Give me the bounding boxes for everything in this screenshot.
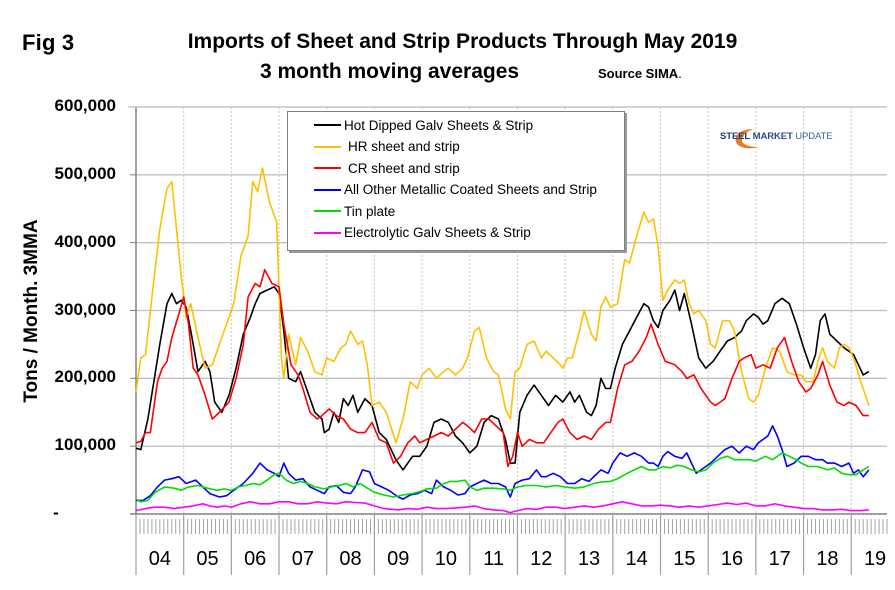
y-tick-label: 400,000 [54,231,116,251]
series-line-hot-dipped-galv-sheets-strip [135,286,870,471]
y-tick-label: 200,000 [54,367,116,387]
y-tick-label: 100,000 [54,435,116,455]
x-tick-label: 06 [244,548,267,570]
legend-item: Electrolytic Galv Sheets & Strip [288,223,531,243]
legend-item: CR sheet and strip [288,158,460,178]
x-tick-label: 13 [577,548,601,570]
x-tick-label: 07 [291,548,314,570]
x-tick-label: 15 [673,548,696,570]
legend-item: Hot Dipped Galv Sheets & Strip [288,115,533,135]
logo-text: STEEL MARKET UPDATE [720,131,833,142]
legend-item: All Other Metallic Coated Sheets and Str… [288,180,597,200]
series-line-electrolytic-galv-sheets-strip [135,501,869,514]
legend: Hot Dipped Galv Sheets & Strip HR sheet … [287,111,625,251]
y-tick-label: 500,000 [54,163,116,183]
legend-label: CR sheet and strip [348,160,460,176]
logo-word-update: UPDATE [795,131,833,142]
x-tick-label: 04 [148,548,171,570]
y-tick-label: - [53,503,59,522]
legend-label: Tin plate [344,203,396,219]
legend-label: Hot Dipped Galv Sheets & Strip [344,117,534,133]
y-tick-label: 600,000 [54,96,116,115]
series-line-all-other-metallic-coated-sheets-and-strip [136,425,870,502]
x-tick-label: 05 [196,548,219,570]
series-line-cr-sheet-and-strip [135,269,869,468]
steel-market-update-logo-arc-icon [735,129,758,149]
figure-label: Fig 3 [22,30,75,55]
x-tick-label: 09 [387,548,410,570]
x-tick-label: 11 [483,548,504,570]
legend-swatch [314,167,341,169]
x-tick-label: 16 [720,548,744,570]
legend-label: All Other Metallic Coated Sheets and Str… [344,182,597,197]
y-tick-label: 300,000 [54,299,116,319]
x-tick-label: 18 [816,548,839,570]
source-text: Source SIMA [598,66,679,81]
series-line-hr-sheet-and-strip [135,167,870,444]
x-tick-label: 17 [768,548,791,570]
x-tick-label: 19 [863,548,887,570]
legend-item: HR sheet and strip [288,137,460,157]
legend-swatch [314,145,341,148]
chart-subtitle: 3 month moving averages [260,60,520,83]
chart-title: Imports of Sheet and Strip Products Thro… [187,30,738,53]
x-tick-label: 10 [434,548,458,570]
logo-word-steel: STEEL [720,131,751,142]
logo-word-market: MARKET [752,131,793,142]
legend-label: HR sheet and strip [348,139,460,154]
legend-swatch [314,231,341,234]
legend-swatch [314,124,341,126]
source-note: Source SIMA. [598,66,682,81]
x-tick-label: 14 [625,548,648,570]
x-tick-label: 08 [339,548,362,570]
legend-item: Tin plate [288,201,395,221]
series-line-tin-plate [135,452,870,503]
legend-label: Electrolytic Galv Sheets & Strip [344,225,531,240]
legend-swatch [314,210,341,212]
legend-swatch [314,188,341,191]
x-tick-label: 12 [530,548,553,570]
source-period: . [678,66,682,81]
